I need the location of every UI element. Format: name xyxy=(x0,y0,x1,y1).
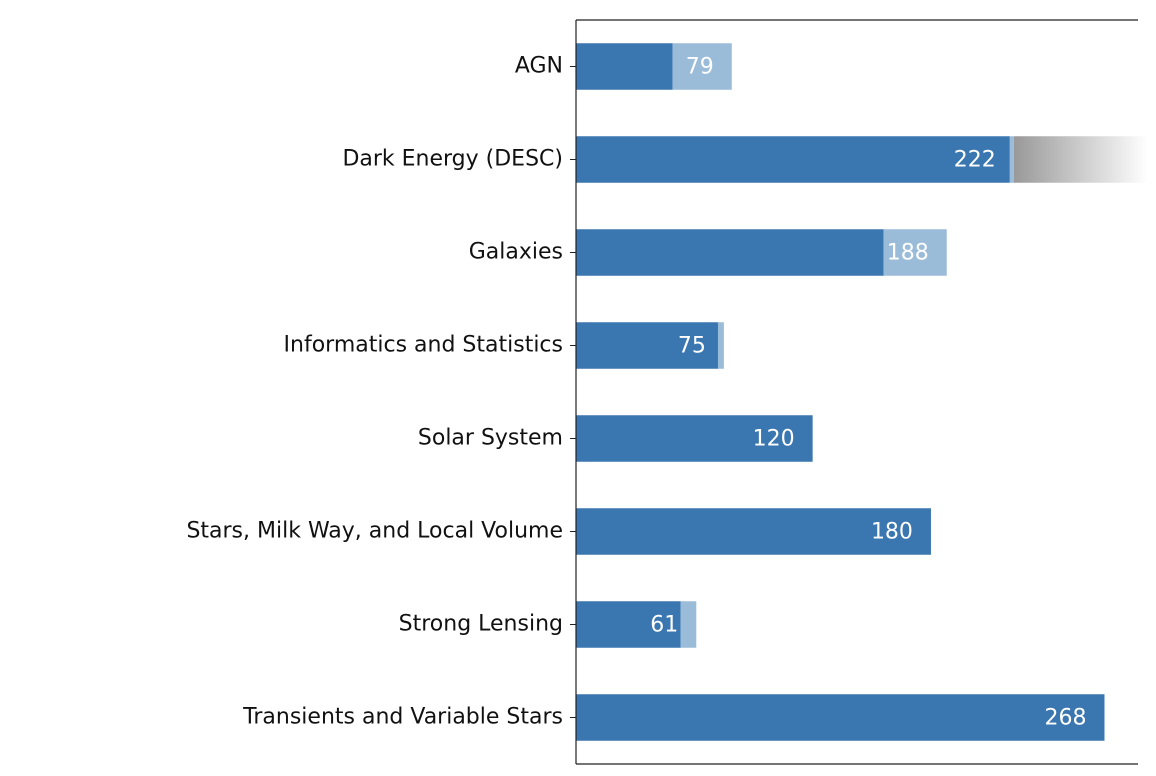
bar-label: 79 xyxy=(686,55,714,80)
bar-segment xyxy=(672,43,732,90)
bar-segment xyxy=(576,694,1105,741)
y-tick-label: Transients and Variable Stars xyxy=(242,705,563,730)
plot-area xyxy=(576,43,1148,741)
y-tick-label: Strong Lensing xyxy=(399,612,563,637)
y-tick-label: Informatics and Statistics xyxy=(284,333,563,358)
bar-segment xyxy=(576,136,1010,183)
bar-segment xyxy=(576,508,931,555)
bar-segment xyxy=(1009,136,1014,183)
bar-label: 188 xyxy=(887,241,929,266)
bar-segment xyxy=(576,43,673,90)
bar-label: 268 xyxy=(1044,706,1086,731)
bar-label: 75 xyxy=(678,334,706,359)
bar-segment xyxy=(576,322,718,369)
y-tick-label: Solar System xyxy=(418,426,563,451)
bar-segment xyxy=(680,601,697,648)
fade-overlay xyxy=(1013,136,1148,183)
y-tick-label: Stars, Milk Way, and Local Volume xyxy=(186,519,563,544)
bar-segment xyxy=(576,415,813,462)
bar-label: 180 xyxy=(871,520,913,545)
y-tick-label: Galaxies xyxy=(469,240,563,265)
y-tick-label: Dark Energy (DESC) xyxy=(342,147,563,172)
bar-segment xyxy=(576,601,681,648)
bar-label: 61 xyxy=(650,613,678,638)
bar-segment xyxy=(883,229,947,276)
bar-segment xyxy=(717,322,724,369)
bar-label: 222 xyxy=(954,148,996,173)
y-tick-label: AGN xyxy=(515,54,563,79)
bar-label: 120 xyxy=(753,427,795,452)
bar-segment xyxy=(576,229,884,276)
